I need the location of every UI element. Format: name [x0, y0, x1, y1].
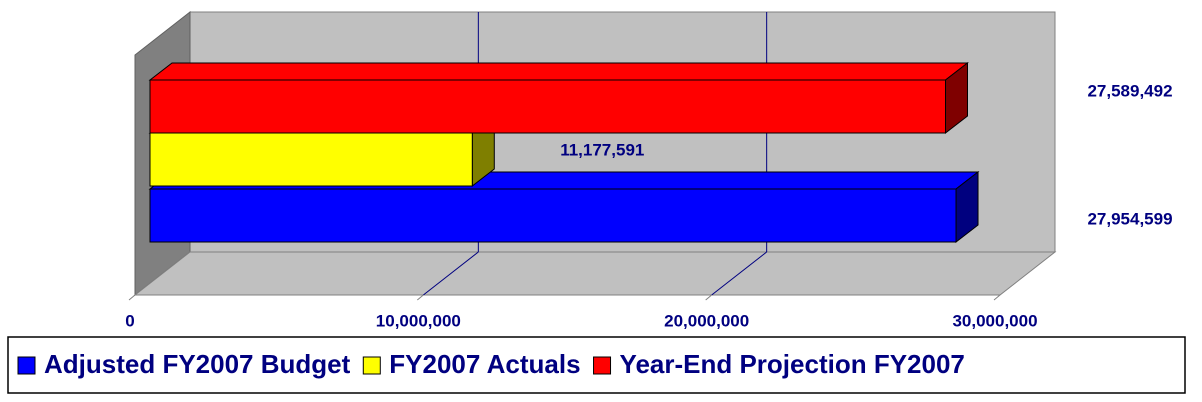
- value-label: 27,954,599: [1087, 209, 1172, 228]
- x-tick-label: 20,000,000: [664, 311, 749, 330]
- value-label: 11,177,591: [560, 140, 644, 159]
- legend-label: Year-End Projection FY2007: [620, 349, 965, 379]
- floor: [133, 251, 1057, 296]
- legend-swatch: [593, 356, 612, 375]
- grid-line-floor: [423, 251, 479, 296]
- tick-mark: [417, 294, 424, 301]
- value-label: 27,589,492: [1087, 81, 1172, 100]
- legend-swatch: [362, 356, 381, 375]
- tick-mark: [705, 294, 712, 301]
- bar: [149, 188, 957, 243]
- bar: [149, 79, 946, 134]
- legend-label: FY2007 Actuals: [389, 349, 580, 379]
- bar-top: [148, 62, 969, 81]
- legend-label: Adjusted FY2007 Budget: [44, 349, 351, 379]
- x-tick-label: 10,000,000: [376, 311, 461, 330]
- tick-mark: [993, 294, 1001, 301]
- legend-swatch: [17, 356, 36, 375]
- grid-line-floor: [711, 251, 767, 296]
- tick-mark: [128, 294, 136, 301]
- bar: [149, 132, 473, 187]
- x-tick-label: 30,000,000: [952, 311, 1037, 330]
- x-tick-label: 0: [125, 311, 134, 330]
